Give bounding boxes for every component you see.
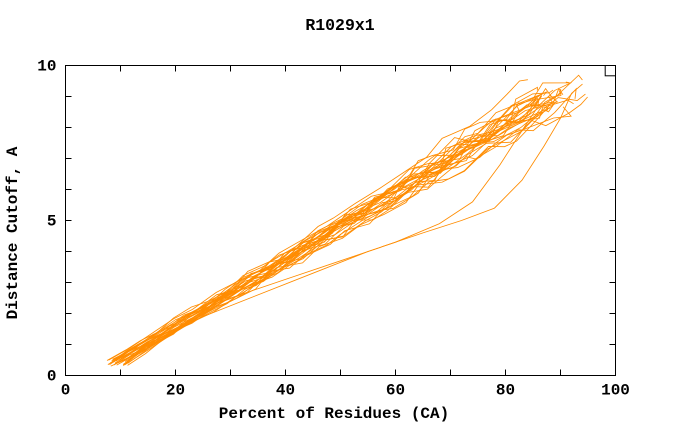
svg-text:100: 100 — [601, 382, 630, 400]
svg-text:0: 0 — [47, 368, 57, 386]
svg-text:60: 60 — [386, 382, 405, 400]
svg-text:5: 5 — [47, 213, 57, 231]
svg-text:10: 10 — [37, 58, 56, 76]
svg-text:40: 40 — [276, 382, 295, 400]
svg-text:80: 80 — [496, 382, 515, 400]
svg-text:0: 0 — [61, 382, 71, 400]
svg-text:20: 20 — [166, 382, 185, 400]
